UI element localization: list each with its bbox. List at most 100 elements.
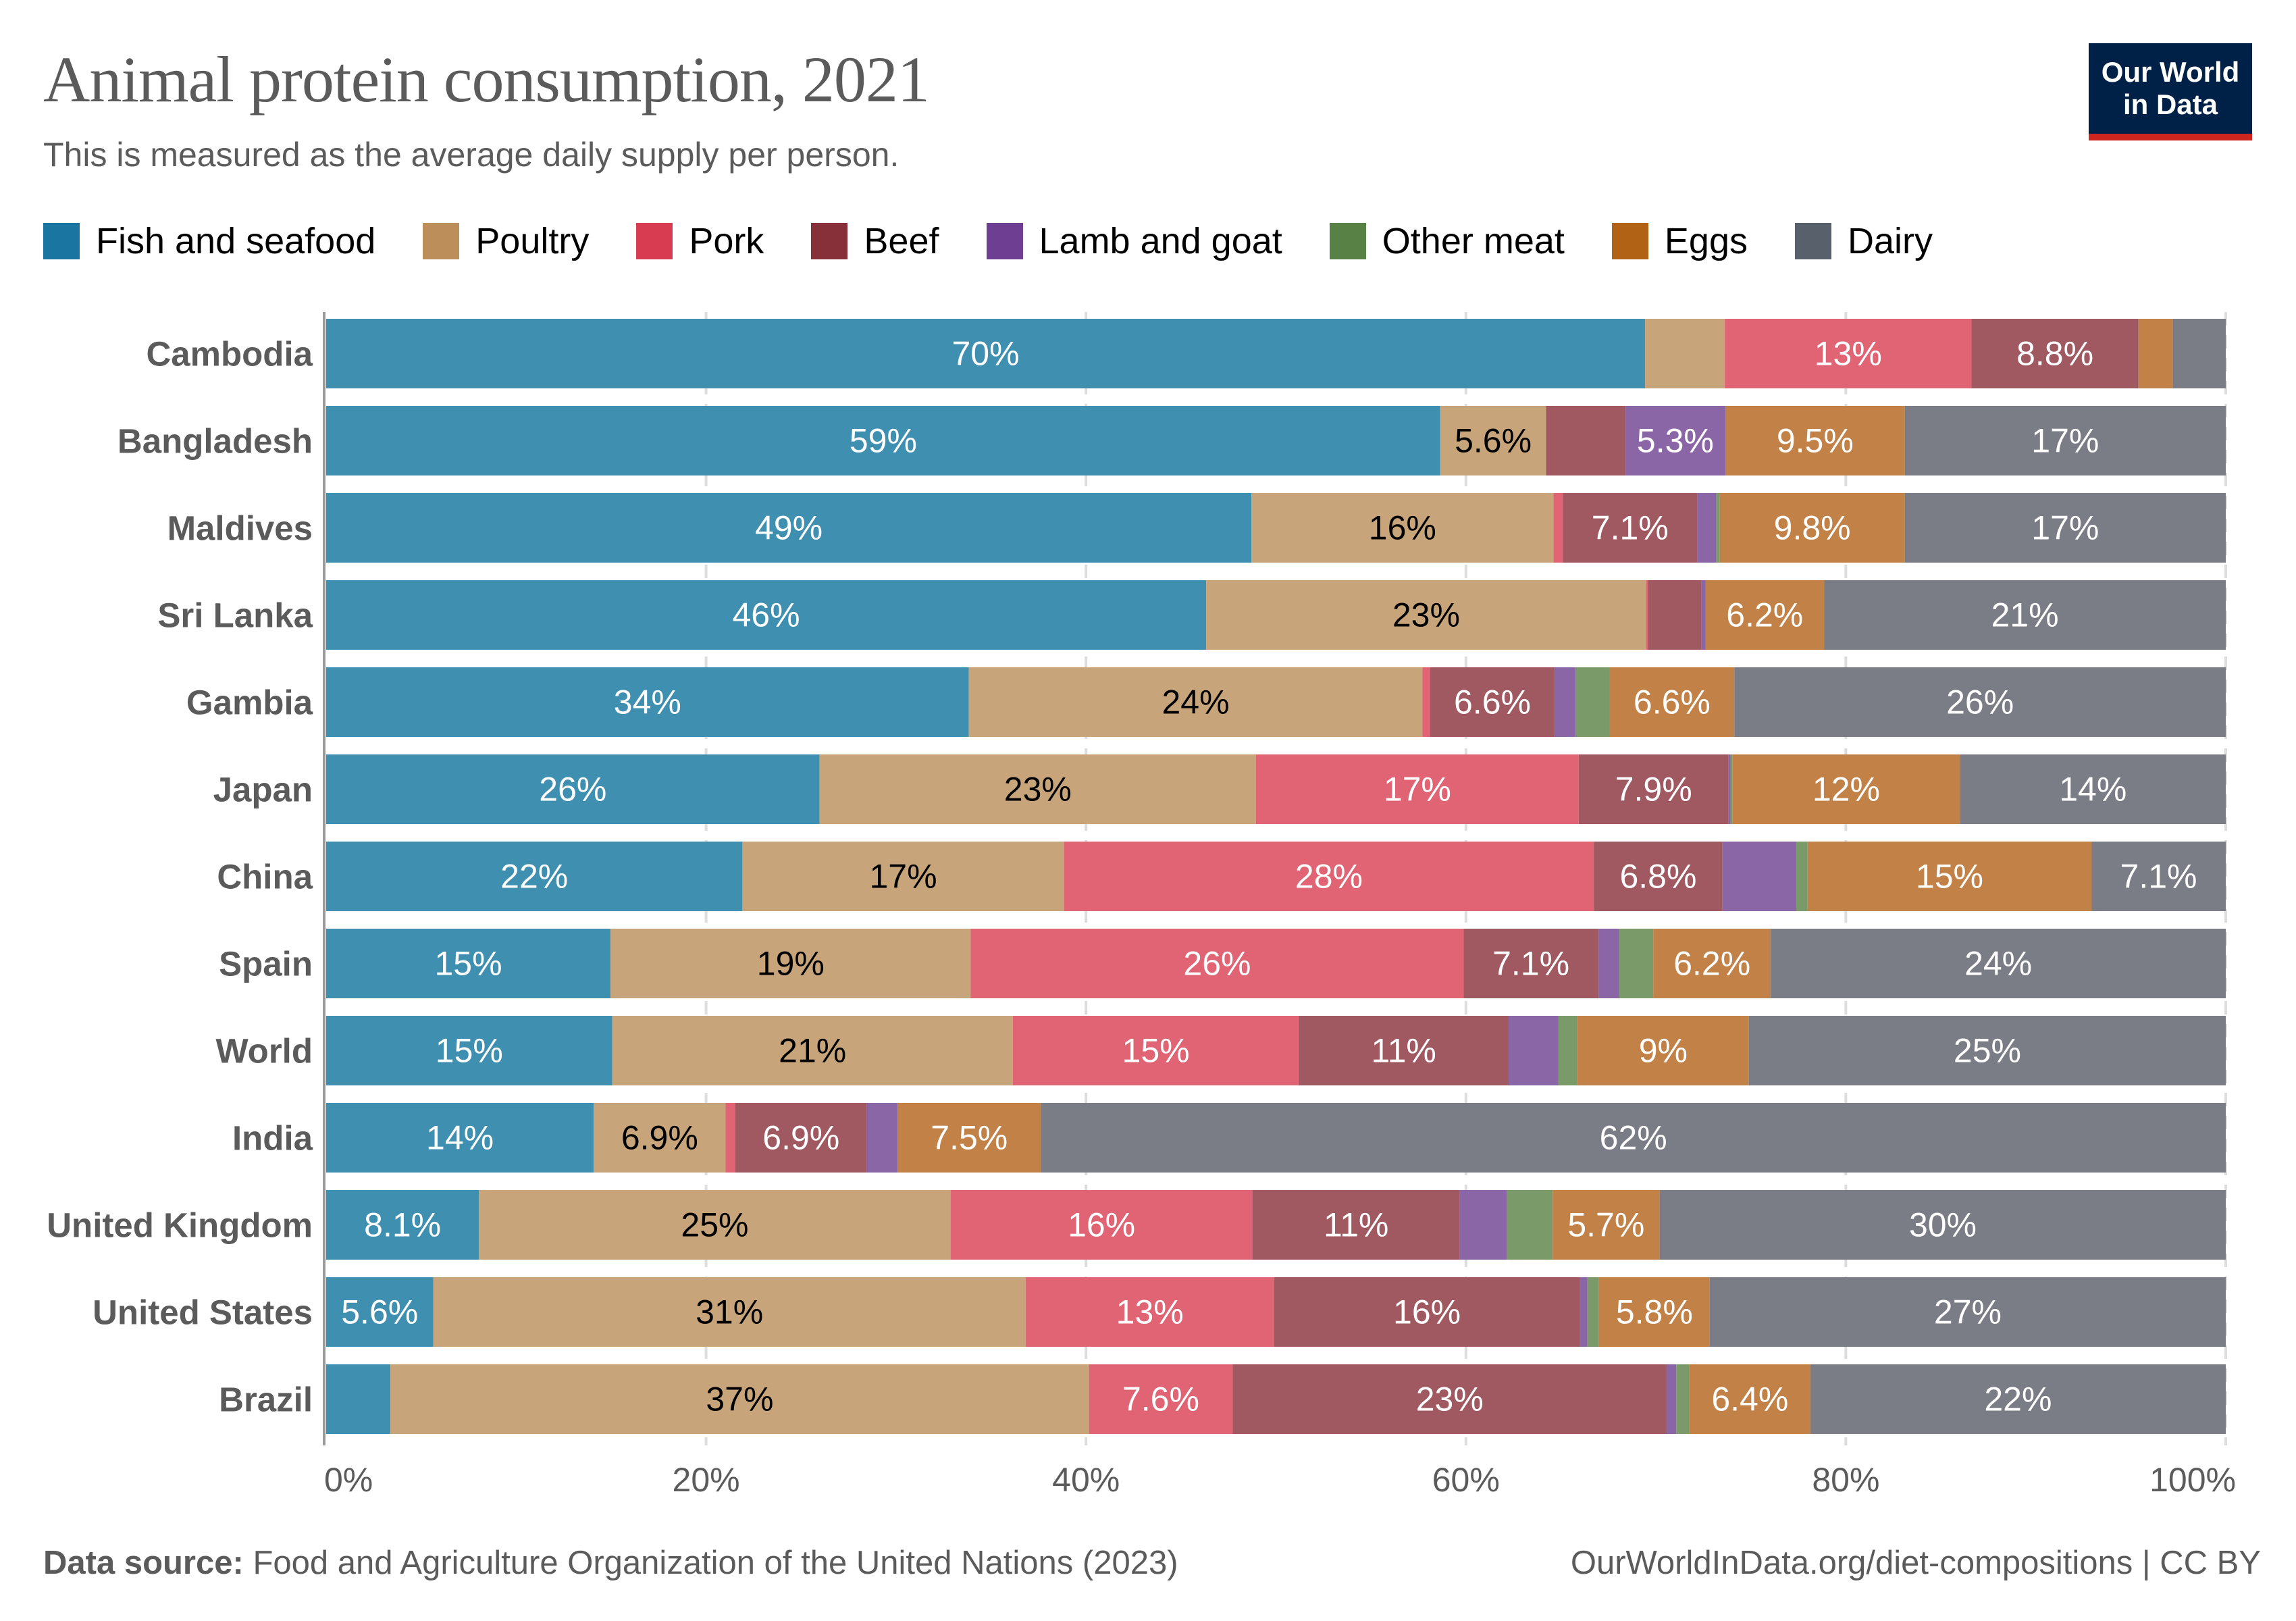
data-label: 26%: [1183, 945, 1251, 983]
bar-segment-other-meat: [1619, 929, 1654, 998]
category-label: Sri Lanka: [157, 596, 313, 635]
data-label: 23%: [1392, 596, 1460, 634]
data-label: 7.1%: [2120, 858, 2197, 896]
bar-segment-other-meat: [1575, 667, 1610, 737]
bar-segment-dairy: [1904, 406, 2226, 475]
data-label: 6.6%: [1454, 684, 1531, 721]
data-label: 46%: [733, 596, 800, 634]
data-label: 21%: [1991, 596, 2059, 634]
legend-item-dairy[interactable]: Dairy: [1794, 220, 1933, 262]
bar-segment-eggs: [897, 1103, 1041, 1173]
source-url-link[interactable]: OurWorldInData.org/diet-compositions | C…: [1570, 1545, 2261, 1581]
x-tick-label: 0%: [324, 1461, 373, 1499]
x-tick-label: 60%: [1432, 1461, 1500, 1499]
bar-segment-eggs: [1577, 1016, 1749, 1085]
data-label: 23%: [1004, 771, 1072, 808]
bar-segment-eggs: [1609, 667, 1735, 737]
bar-segment-other-meat: [1676, 1364, 1690, 1434]
legend-item-fish-and-seafood[interactable]: Fish and seafood: [43, 220, 375, 262]
bar-segment-eggs: [1552, 1190, 1660, 1260]
data-label: 15%: [1916, 858, 1983, 896]
category-label: Maldives: [167, 509, 313, 548]
bar-segment-poultry: [1645, 319, 1725, 388]
legend-item-eggs[interactable]: Eggs: [1611, 220, 1748, 262]
data-label: 34%: [614, 684, 681, 721]
data-label: 26%: [539, 771, 606, 808]
legend-swatch: [636, 223, 673, 259]
bar-segment-lamb-and-goat: [1598, 929, 1619, 998]
bar-segment-beef: [1274, 1277, 1580, 1347]
bar-segment-beef: [1299, 1016, 1509, 1085]
legend-label: Other meat: [1382, 221, 1565, 261]
data-label: 17%: [2031, 509, 2099, 547]
bar-segment-poultry: [819, 754, 1256, 824]
data-label: 9.5%: [1777, 422, 1854, 460]
legend-label: Beef: [864, 221, 939, 261]
data-label: 27%: [1934, 1293, 2002, 1331]
legend-item-lamb-and-goat[interactable]: Lamb and goat: [986, 220, 1282, 262]
bar-segment-poultry: [742, 842, 1064, 911]
data-label: 26%: [1946, 684, 2014, 721]
bar-segment-beef: [1971, 319, 2139, 388]
data-label: 11%: [1372, 1032, 1436, 1070]
category-label: China: [217, 858, 313, 896]
data-label: 5.7%: [1567, 1206, 1644, 1244]
bar-segment-dairy: [1734, 667, 2226, 737]
data-label: 13%: [1815, 335, 1882, 373]
data-label: 17%: [2031, 422, 2099, 460]
bar-segment-pork: [1725, 319, 1972, 388]
data-label: 62%: [1600, 1119, 1667, 1157]
legend-swatch: [1329, 223, 1366, 259]
bar-segment-dairy: [1041, 1103, 2226, 1173]
bar-segment-dairy: [1709, 1277, 2226, 1347]
bar-segment-dairy: [1960, 754, 2226, 824]
legend-label: Pork: [689, 221, 764, 261]
owid-logo[interactable]: Our World in Data: [2089, 43, 2252, 140]
data-label: 16%: [1369, 509, 1436, 547]
x-tick-label: 100%: [2149, 1461, 2236, 1499]
x-tick-label: 80%: [1812, 1461, 1879, 1499]
bar-segment-eggs: [1689, 1364, 1810, 1434]
legend-swatch: [423, 223, 460, 259]
bar-segment-fish-and-seafood: [326, 929, 611, 998]
bar-segment-beef: [1430, 667, 1555, 737]
bar-segment-poultry: [390, 1364, 1089, 1434]
bar-segment-pork: [1012, 1016, 1299, 1085]
category-label: United States: [93, 1293, 313, 1332]
category-label: Japan: [213, 771, 313, 809]
legend-item-beef[interactable]: Beef: [811, 220, 939, 262]
bar-segment-eggs: [1705, 580, 1825, 650]
bar-segment-pork: [1553, 493, 1563, 563]
bar-segment-other-meat: [1716, 493, 1720, 563]
legend-swatch: [43, 223, 80, 259]
data-label: 14%: [2059, 771, 2127, 808]
data-label: 22%: [1984, 1381, 2052, 1418]
bar-segment-dairy: [1748, 1016, 2226, 1085]
bar-segment-poultry: [968, 667, 1423, 737]
data-label: 6.6%: [1634, 684, 1711, 721]
bar-segment-lamb-and-goat: [1697, 493, 1717, 563]
bar-segment-other-meat: [1587, 1277, 1599, 1347]
legend-item-poultry[interactable]: Poultry: [423, 220, 589, 262]
chart-title: Animal protein consumption, 2021: [43, 43, 930, 115]
bar-segment-poultry: [1440, 406, 1546, 475]
data-label: 25%: [681, 1206, 748, 1244]
data-label: 19%: [757, 945, 825, 983]
data-label: 5.6%: [341, 1293, 418, 1331]
legend-item-pork[interactable]: Pork: [636, 220, 764, 262]
category-label: World: [215, 1032, 313, 1071]
data-label: 16%: [1068, 1206, 1135, 1244]
data-label: 8.1%: [364, 1206, 441, 1244]
data-label: 6.9%: [762, 1119, 839, 1157]
legend-item-other-meat[interactable]: Other meat: [1329, 220, 1565, 262]
bar-segment-eggs: [1598, 1277, 1710, 1347]
bar-segment-fish-and-seafood: [326, 580, 1207, 650]
data-label: 15%: [435, 945, 502, 983]
bar-segment-fish-and-seafood: [326, 1364, 391, 1434]
data-label: 6.2%: [1673, 945, 1750, 983]
data-label: 59%: [850, 422, 917, 460]
bar-segment-dairy: [1904, 493, 2226, 563]
data-label: 5.8%: [1616, 1293, 1693, 1331]
bar-segment-poultry: [1206, 580, 1646, 650]
bar-segment-dairy: [1771, 929, 2226, 998]
